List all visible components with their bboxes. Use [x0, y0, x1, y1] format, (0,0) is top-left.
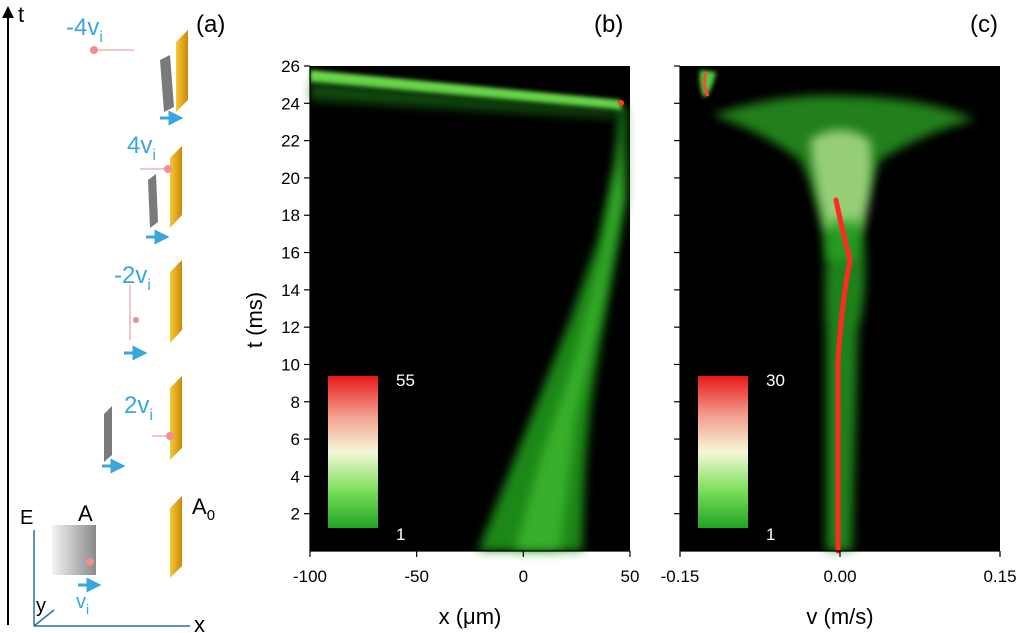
time-axis-label: t	[18, 2, 24, 27]
cloud-plate	[104, 406, 112, 462]
colorbar-b-max: 55	[396, 371, 415, 390]
y-axis-title-b: t (ms)	[242, 292, 267, 348]
atom-label: A	[78, 501, 93, 526]
colorbar-c	[698, 376, 748, 528]
y-tick-label: 18	[281, 206, 300, 225]
y-tick-label: 26	[281, 57, 300, 76]
y-tick-label: 2	[291, 505, 300, 524]
e-axis-label: E	[20, 507, 33, 529]
atom	[166, 432, 174, 440]
x-axis-title-c: v (m/s)	[806, 604, 873, 629]
y-tick-label: 24	[281, 94, 300, 113]
mirror	[170, 496, 182, 578]
cloud-plate	[160, 55, 174, 112]
x-tick-label: 0.15	[983, 567, 1016, 586]
velocity-label: vi	[76, 591, 89, 617]
mirror-label: A0	[192, 494, 215, 524]
x-tick-label: 0.00	[823, 567, 856, 586]
colorbar-b-min: 1	[396, 525, 405, 544]
velocity-fan-inner	[810, 130, 872, 230]
panel-a-label: (a)	[196, 11, 225, 38]
reflection-hotspot	[618, 100, 624, 106]
y-tick-label: 8	[291, 393, 300, 412]
heatmap-c	[699, 70, 975, 554]
reflected-cloud-halo	[310, 82, 620, 118]
x-axis-label: x	[194, 612, 205, 633]
heatmap-b	[310, 70, 626, 551]
mirror-group	[170, 30, 188, 578]
mirror	[176, 30, 188, 112]
y-tick-label: 16	[281, 244, 300, 263]
mirror	[170, 146, 182, 228]
velocity-arrows	[78, 110, 184, 593]
cloud-plate	[52, 525, 96, 575]
reflected-velocity-peak	[702, 71, 710, 97]
axes-c: -0.15 0.00 0.15	[661, 65, 1017, 586]
step-velocity-label: 2vi	[124, 392, 153, 424]
panel-b: (b) 55 1 -100 -50 0 50246810121416182022242…	[242, 11, 639, 629]
mirror	[170, 376, 182, 460]
x-tick-label: -100	[293, 567, 327, 586]
x-tick-label: -0.15	[661, 567, 700, 586]
atom	[133, 317, 139, 323]
reflected-cloud	[310, 70, 622, 110]
x-tick-label: 50	[621, 567, 640, 586]
central-velocity-peak	[833, 197, 853, 554]
cloud-plate	[148, 174, 158, 228]
atom	[164, 165, 172, 173]
y-axis-label: y	[36, 595, 46, 617]
step-velocity-label: 4vi	[127, 132, 156, 164]
x-tick-label: -50	[404, 567, 429, 586]
panel-b-label: (b)	[594, 11, 623, 38]
y-axis	[33, 609, 55, 627]
y-tick-label: 6	[291, 430, 300, 449]
y-tick-label: 22	[281, 132, 300, 151]
atom	[86, 558, 94, 566]
atom	[90, 46, 98, 54]
colorbar-b	[328, 376, 378, 528]
step-velocity-label: -2vi	[114, 262, 151, 294]
y-tick-label: 4	[291, 467, 300, 486]
panel-a: t (a) -	[2, 2, 225, 633]
y-tick-label: 10	[281, 355, 300, 374]
step-velocity-label: -4vi	[66, 14, 103, 46]
y-tick-label: 12	[281, 318, 300, 337]
y-tick-label: 14	[281, 281, 300, 300]
expanding-cloud-core	[515, 140, 622, 551]
mirror	[170, 260, 182, 343]
colorbar-c-max: 30	[766, 371, 785, 390]
x-axis-title-b: x (μm)	[439, 604, 502, 629]
panel-c-label: (c)	[970, 11, 998, 38]
x-tick-label: 0	[519, 567, 528, 586]
y-tick-label: 20	[281, 169, 300, 188]
colorbar-c-min: 1	[766, 525, 775, 544]
panel-c: (c) 30 1 -0.15 0.00 0.15 v (m/s)	[661, 11, 1017, 629]
velocity-column	[824, 220, 866, 551]
